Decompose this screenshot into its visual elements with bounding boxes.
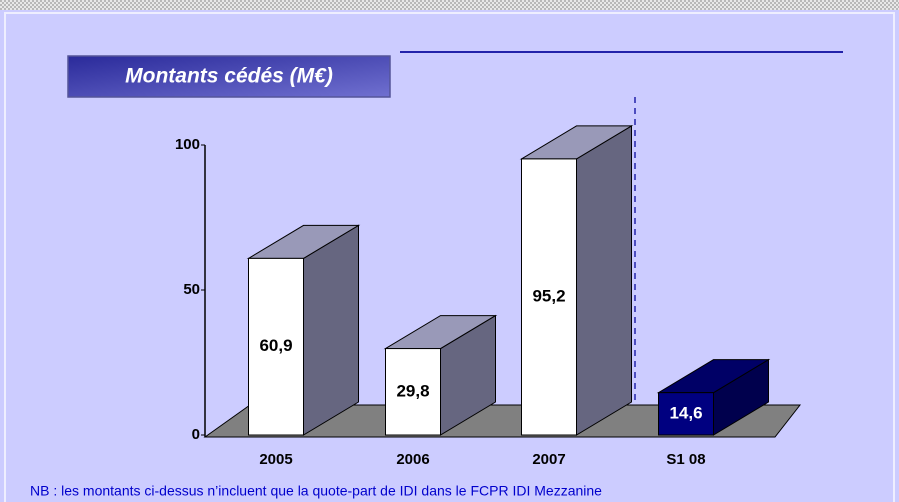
x-tick-label: S1 08 <box>666 451 705 468</box>
x-tick-label: 2006 <box>396 451 429 468</box>
y-tick-label: 0 <box>192 426 200 443</box>
y-tick-label: 100 <box>175 136 200 153</box>
data-label: 60,9 <box>259 336 292 355</box>
bar <box>521 158 577 436</box>
chart-title: Montants cédés (M€) <box>125 65 333 88</box>
data-label: 14,6 <box>669 403 702 422</box>
bar-side <box>576 125 632 436</box>
x-tick-label: 2005 <box>259 451 292 468</box>
data-label: 95,2 <box>532 286 565 305</box>
bar-side <box>303 224 359 436</box>
data-label: 29,8 <box>396 381 429 400</box>
top-strip <box>0 0 899 10</box>
title-box <box>67 55 391 98</box>
bar <box>248 257 304 436</box>
x-tick-label: 2007 <box>532 451 565 468</box>
y-tick-label: 50 <box>183 281 200 298</box>
footnote: NB : les montants ci-dessus n’incluent q… <box>30 483 602 499</box>
floor <box>203 404 802 438</box>
bar <box>658 392 714 436</box>
bar <box>385 348 441 436</box>
